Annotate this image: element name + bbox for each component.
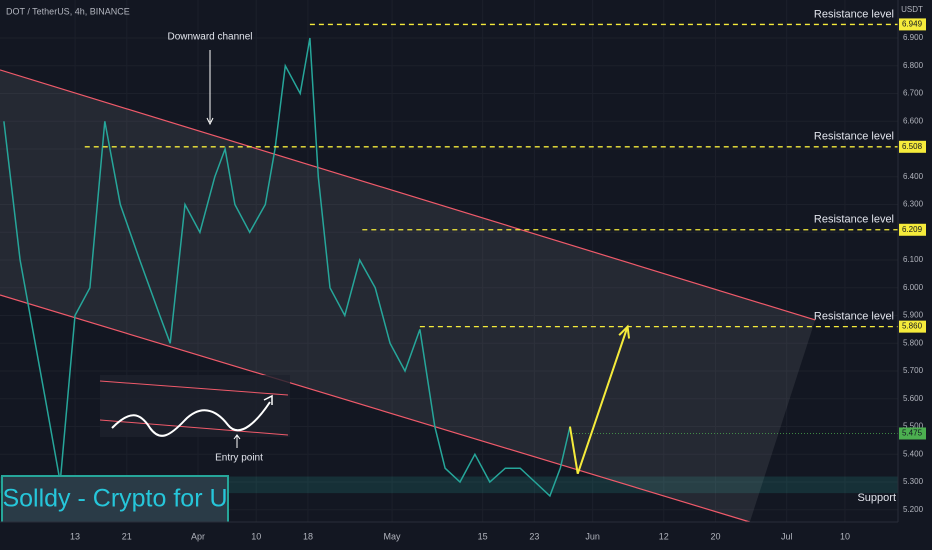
chart-title: DOT / TetherUS, 4h, BINANCE (6, 6, 130, 16)
price-tag-label: 5.860 (902, 322, 923, 331)
price-tag-label: 6.508 (902, 142, 923, 151)
x-tick-label: Jun (585, 531, 600, 541)
plot: Resistance level Resistance level Resistan… (0, 8, 898, 523)
pattern-box (100, 375, 290, 437)
pattern-line (99, 380, 289, 396)
annotation: Entry point (215, 453, 263, 464)
price-tag (899, 18, 926, 31)
y-tick-label: 5.700 (903, 366, 924, 375)
price-tag-label: 6.949 (902, 20, 923, 29)
x-tick-label: 13 (70, 531, 80, 541)
y-tick-label: 6.600 (903, 116, 924, 125)
y-tick-label: 5.500 (903, 422, 924, 431)
projection-arrowhead (618, 324, 631, 339)
channel-line (0, 294, 751, 523)
time-axis (0, 522, 932, 550)
watermark-box (1, 475, 229, 525)
pattern-line (99, 419, 289, 436)
y-tick-label: 5.900 (903, 311, 924, 320)
x-tick-label: 15 (478, 531, 488, 541)
x-tick-label: 18 (303, 531, 313, 541)
resistance-label: Resistance level (814, 8, 894, 20)
y-tick-label: 6.700 (903, 89, 924, 98)
x-tick-label: 12 (659, 531, 669, 541)
resistance-label: Resistance level (814, 311, 894, 323)
y-tick-label: 5.200 (903, 505, 924, 514)
channel-line (0, 69, 816, 321)
unit-label: USDT (901, 5, 923, 14)
y-tick-label: 5.600 (903, 394, 924, 403)
projection (568, 326, 629, 475)
x-tick-label: 10 (840, 531, 850, 541)
annotation: Downward channel (167, 32, 252, 43)
x-tick-label: 21 (122, 531, 132, 541)
price-line (3, 37, 571, 498)
y-tick-label: 6.400 (903, 172, 924, 181)
price-tag (899, 223, 926, 236)
y-tick-label: 6.900 (903, 33, 924, 42)
annotation: Support (857, 492, 896, 504)
y-tick-label: 6.300 (903, 200, 924, 209)
axes: 5.200 5.300 5.400 5.500 5.600 5.700 5.800 5.900… (70, 18, 926, 541)
y-tick-label: 6.000 (903, 283, 924, 292)
price-tag (899, 427, 926, 440)
x-tick-label: 10 (251, 531, 261, 541)
channel-arrowhead (206, 117, 214, 126)
x-tick-label: 20 (711, 531, 721, 541)
price-axis (898, 0, 932, 550)
price-tag (899, 140, 926, 153)
y-tick-label: 5.800 (903, 338, 924, 347)
wave-arrowhead (263, 394, 273, 405)
price-tag (899, 320, 926, 333)
resistance-label: Resistance level (814, 214, 894, 226)
y-tick-label: 5.400 (903, 449, 924, 458)
y-tick-label: 6.800 (903, 61, 924, 70)
price-tag-label: 5.475 (902, 429, 923, 438)
channel-fill (0, 69, 816, 522)
x-tick-label: 23 (529, 531, 539, 541)
watermark: Solldy - Crypto for U (2, 485, 227, 513)
price-tag-label: 6.209 (902, 225, 923, 234)
x-tick-label: May (384, 531, 402, 541)
x-tick-label: Apr (191, 531, 205, 541)
x-tick-label: Jul (781, 531, 793, 541)
y-tick-label: 6.100 (903, 255, 924, 264)
entry-arrowhead (233, 434, 241, 440)
y-tick-label: 5.300 (903, 477, 924, 486)
wave-sketch (111, 401, 271, 437)
resistance-label: Resistance level (814, 131, 894, 143)
